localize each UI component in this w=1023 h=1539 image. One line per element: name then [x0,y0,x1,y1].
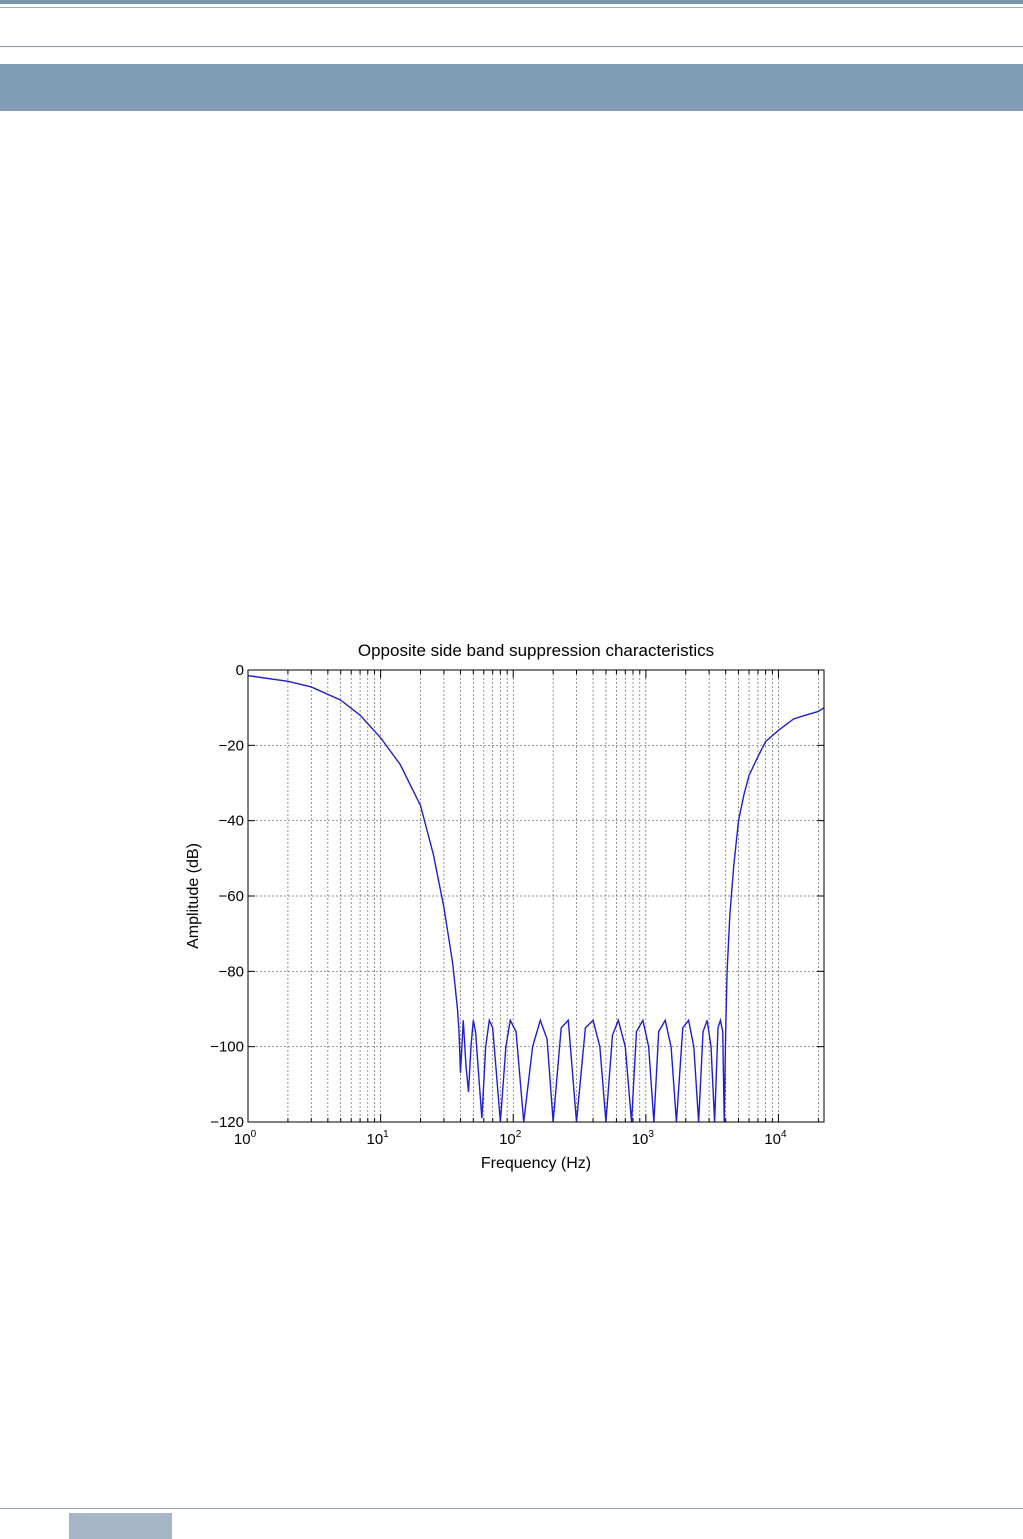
y-tick-label: −40 [219,813,244,830]
x-tick-label-base: 10 [366,1131,383,1148]
x-tick-label: 104 [764,1129,787,1148]
x-tick-label-base: 10 [764,1131,781,1148]
x-tick-label: 101 [366,1129,389,1148]
y-axis-label: Amplitude (dB) [185,843,202,949]
y-tick-label: −20 [219,737,244,754]
y-tick-label: −120 [210,1114,244,1131]
x-tick-label-exponent: 2 [516,1129,522,1140]
x-tick-label: 100 [234,1129,257,1148]
y-tick-label: −80 [219,963,244,980]
y-tick-label: −100 [210,1039,244,1056]
x-tick-label: 103 [632,1129,655,1148]
x-tick-label-exponent: 0 [251,1129,257,1140]
page-number-tab [69,1513,172,1539]
footer-rule [0,1508,1023,1509]
x-tick-label-base: 10 [632,1131,649,1148]
header-rule-bottom [0,46,1023,47]
x-tick-label-base: 10 [234,1131,251,1148]
suppression-chart: Opposite side band suppression character… [185,641,825,1172]
y-tick-labels: 0 −20 −40 −60 −80 −100 −120 [210,662,244,1131]
amplitude-response-line [247,674,825,1123]
x-tick-label-exponent: 4 [781,1129,787,1140]
y-tick-label: 0 [236,662,244,679]
chart-title: Opposite side band suppression character… [358,641,714,660]
x-tick-label-base: 10 [499,1131,516,1148]
x-tick-label-exponent: 3 [648,1129,654,1140]
x-tick-label: 102 [499,1129,522,1148]
y-tick-label: −60 [219,888,244,905]
section-heading-band [0,64,1023,111]
header-rule-thin [0,7,1023,8]
x-tick-label-exponent: 1 [383,1129,389,1140]
plot-frame [247,669,825,1123]
x-tick-labels: 100 101 102 103 104 [234,1129,787,1148]
x-axis-label: Frequency (Hz) [481,1155,591,1172]
header-rule-thick [0,0,1023,4]
